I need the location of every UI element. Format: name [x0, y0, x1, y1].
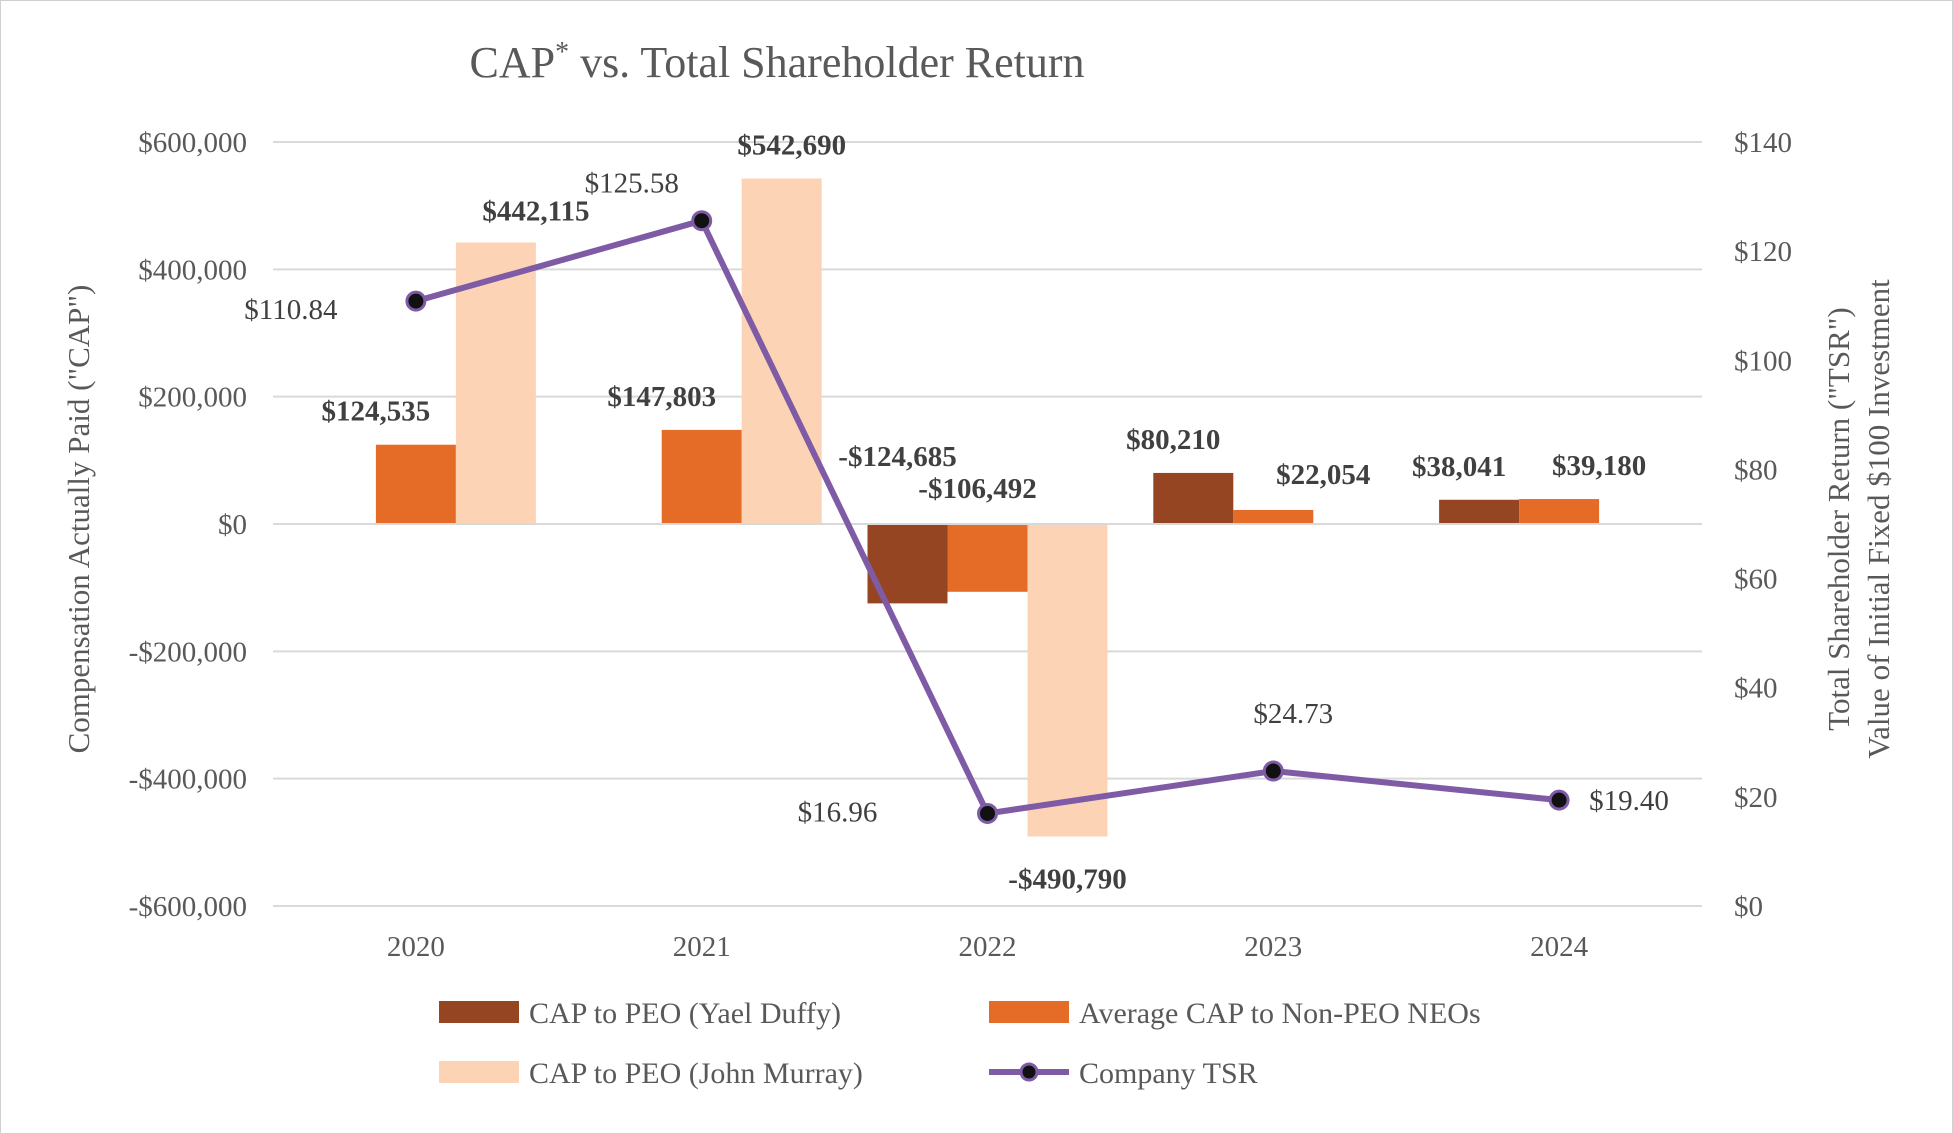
x-tick-label: 2021: [673, 931, 731, 963]
tsr-series-line: [415, 217, 1560, 817]
x-tick-label: 2023: [1244, 931, 1302, 963]
bar-data-label: $22,054: [1276, 459, 1370, 491]
bar: [1519, 499, 1600, 524]
y2-tick-label: $0: [1734, 891, 1763, 923]
tsr-marker: [977, 802, 998, 824]
chart-title: CAP* vs. Total Shareholder Return: [469, 37, 1084, 87]
bar-data-label: -$124,685: [838, 441, 956, 473]
y-tick-label: $200,000: [138, 382, 247, 414]
y-tick-label: $400,000: [138, 254, 247, 286]
bar: [1153, 472, 1234, 524]
tsr-marker: [405, 290, 427, 312]
bar-data-label: $542,690: [737, 129, 846, 161]
bar: [455, 242, 536, 524]
legend-swatch: [439, 1061, 519, 1083]
tsr-data-label: $110.84: [244, 294, 338, 326]
legend-label: Average CAP to Non-PEO NEOs: [1079, 997, 1481, 1030]
y-tick-label: -$400,000: [129, 764, 247, 796]
bar: [661, 429, 742, 524]
legend-swatch: [989, 1001, 1069, 1023]
legend-label: CAP to PEO (Yael Duffy): [529, 997, 841, 1030]
bar-data-label: $124,535: [322, 396, 431, 428]
tsr-data-label: $19.40: [1589, 785, 1669, 817]
y-tick-label: $0: [218, 509, 247, 541]
tsr-marker: [1262, 760, 1284, 782]
tsr-marker: [691, 210, 713, 232]
bar-data-label: $80,210: [1126, 424, 1220, 456]
y2-axis-title-line1: Total Shareholder Return ("TSR"): [1821, 307, 1856, 730]
tsr-data-label: $125.58: [585, 168, 679, 200]
y-axis-title: Compensation Actually Paid ("CAP"): [61, 285, 96, 754]
legend-swatch: [439, 1001, 519, 1023]
bar-data-label: $442,115: [482, 196, 589, 228]
legend-label: CAP to PEO (John Murray): [529, 1057, 863, 1090]
chart-title-superscript: *: [555, 37, 569, 68]
tsr-data-label: $16.96: [798, 796, 878, 828]
legend-label: Company TSR: [1079, 1057, 1258, 1090]
y2-tick-label: $80: [1734, 454, 1778, 486]
bar: [947, 524, 1028, 592]
tsr-data-label: $24.73: [1253, 698, 1333, 730]
y-tick-label: -$600,000: [129, 891, 247, 923]
y2-tick-label: $20: [1734, 782, 1778, 814]
tsr-marker: [1548, 789, 1570, 811]
bar: [1439, 499, 1520, 524]
bar: [375, 444, 456, 524]
bar-data-label: -$490,790: [1008, 863, 1126, 895]
y-tick-label: -$200,000: [129, 636, 247, 668]
bar: [741, 178, 822, 524]
y2-tick-label: $100: [1734, 345, 1792, 377]
y2-axis-title-line2: Value of Initial Fixed $100 Investment: [1861, 279, 1896, 759]
bar-data-label: $38,041: [1412, 451, 1506, 483]
y2-tick-label: $120: [1734, 236, 1792, 268]
legend-marker-swatch: [1019, 1062, 1039, 1082]
bar: [1233, 509, 1314, 524]
bar-data-label: $147,803: [607, 381, 716, 413]
y-tick-label: $600,000: [138, 127, 247, 159]
bar: [1027, 524, 1108, 837]
x-tick-label: 2022: [959, 931, 1017, 963]
bar-data-label: $39,180: [1552, 450, 1646, 482]
x-tick-label: 2024: [1530, 931, 1589, 963]
y2-tick-label: $40: [1734, 673, 1778, 705]
bar-data-label: -$106,492: [918, 473, 1036, 505]
y2-tick-label: $60: [1734, 564, 1778, 596]
x-tick-label: 2020: [387, 931, 445, 963]
y2-tick-label: $140: [1734, 127, 1792, 159]
